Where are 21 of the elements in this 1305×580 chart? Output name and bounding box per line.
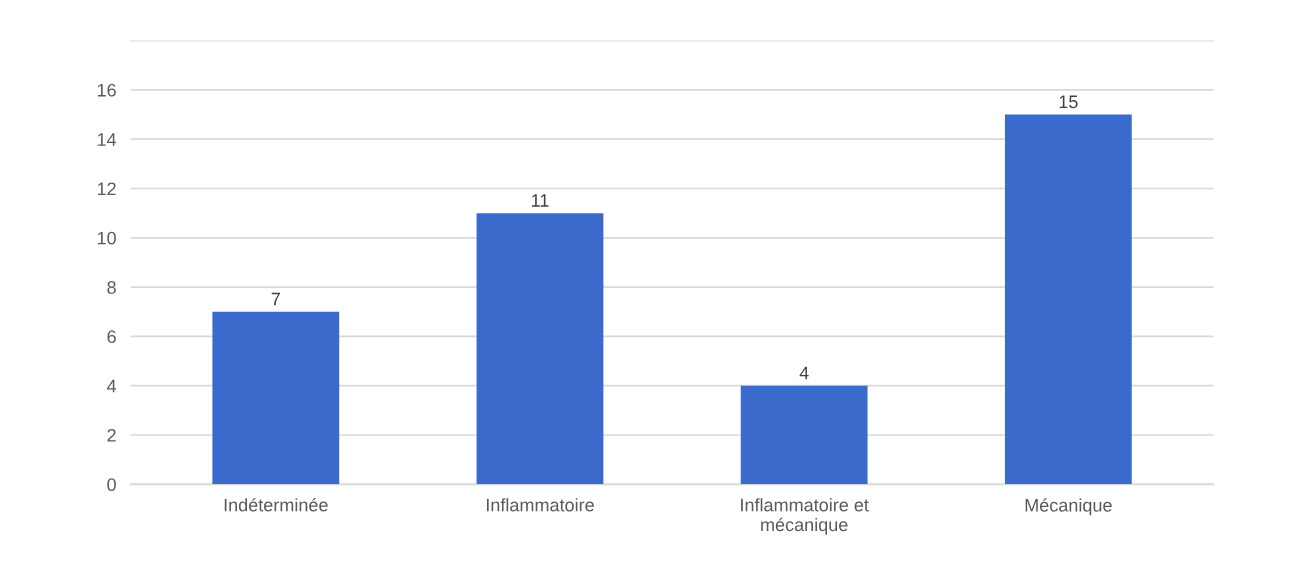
x-tick-label: Indéterminée xyxy=(224,497,328,512)
y-tick-label: 0 xyxy=(107,478,116,492)
data-label: 4 xyxy=(799,366,809,380)
bar xyxy=(1004,114,1132,485)
y-tick-label: 8 xyxy=(107,281,116,294)
y-tick-label: 16 xyxy=(97,83,116,97)
y-tick-label: 2 xyxy=(107,428,116,442)
data-label: 15 xyxy=(1059,95,1078,109)
y-tick-label: 10 xyxy=(97,231,116,245)
y-tick-label: 6 xyxy=(107,330,116,344)
data-label: 11 xyxy=(531,194,549,207)
data-label: 7 xyxy=(271,292,280,306)
y-tick-label: 4 xyxy=(106,379,117,393)
bar xyxy=(212,311,340,485)
y-tick-label: 14 xyxy=(97,133,117,146)
bar xyxy=(740,385,868,485)
x-tick-label: Inflammatoire xyxy=(486,498,594,512)
x-tick-label: Mécanique xyxy=(1025,498,1112,516)
x-tick-label: Inflammatoire et mécanique xyxy=(741,498,869,535)
y-tick-label: 12 xyxy=(97,182,116,196)
bar xyxy=(476,213,604,485)
